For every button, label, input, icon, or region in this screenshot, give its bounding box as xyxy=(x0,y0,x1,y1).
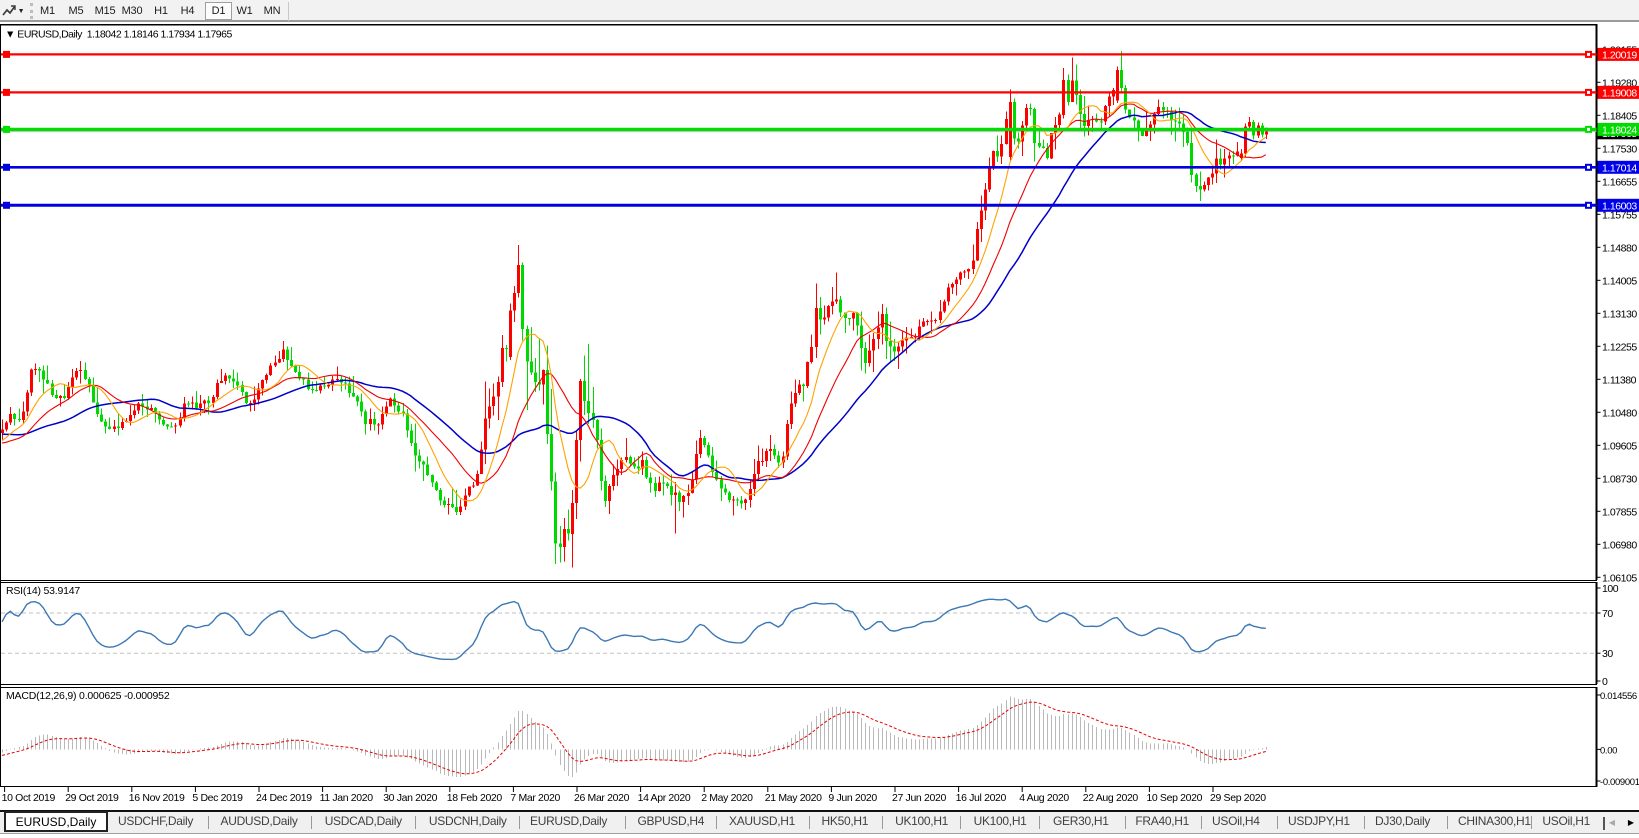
svg-text:100: 100 xyxy=(1602,583,1619,595)
svg-text:10 Oct 2019: 10 Oct 2019 xyxy=(2,792,56,804)
svg-text:29 Oct 2019: 29 Oct 2019 xyxy=(65,792,119,804)
svg-text:11 Jan 2020: 11 Jan 2020 xyxy=(320,792,374,804)
svg-text:1.08730: 1.08730 xyxy=(1602,473,1637,485)
svg-text:1.20019: 1.20019 xyxy=(1602,49,1637,61)
svg-text:MACD(12,26,9) 0.000625 -0.0009: MACD(12,26,9) 0.000625 -0.000952 xyxy=(6,690,170,702)
svg-text:1.06980: 1.06980 xyxy=(1602,539,1637,551)
svg-text:16 Jul 2020: 16 Jul 2020 xyxy=(956,792,1007,804)
svg-text:1.17530: 1.17530 xyxy=(1602,143,1637,155)
svg-text:21 May 2020: 21 May 2020 xyxy=(765,792,822,804)
svg-text:1.06105: 1.06105 xyxy=(1602,572,1637,584)
svg-text:5 Dec 2019: 5 Dec 2019 xyxy=(192,792,243,804)
svg-text:1.14880: 1.14880 xyxy=(1602,242,1637,254)
svg-text:14 Apr 2020: 14 Apr 2020 xyxy=(638,792,691,804)
svg-text:22 Aug 2020: 22 Aug 2020 xyxy=(1083,792,1139,804)
svg-text:1.12255: 1.12255 xyxy=(1602,341,1637,353)
svg-text:1.15755: 1.15755 xyxy=(1602,209,1637,221)
svg-text:1.11380: 1.11380 xyxy=(1602,374,1637,386)
svg-text:16 Nov 2019: 16 Nov 2019 xyxy=(129,792,185,804)
svg-text:RSI(14) 53.9147: RSI(14) 53.9147 xyxy=(6,585,80,597)
svg-text:9 Jun 2020: 9 Jun 2020 xyxy=(828,792,877,804)
svg-text:27 Jun 2020: 27 Jun 2020 xyxy=(892,792,946,804)
svg-text:1.14005: 1.14005 xyxy=(1602,275,1637,287)
svg-text:1.19008: 1.19008 xyxy=(1602,87,1637,99)
svg-text:7 Mar 2020: 7 Mar 2020 xyxy=(510,792,560,804)
svg-text:0.00: 0.00 xyxy=(1600,745,1617,756)
svg-text:70: 70 xyxy=(1602,608,1613,620)
svg-text:1.17014: 1.17014 xyxy=(1602,162,1637,174)
svg-text:30: 30 xyxy=(1602,648,1613,660)
svg-text:▼ EURUSD,Daily 1.18042 1.1814: ▼ EURUSD,Daily 1.18042 1.18146 1.17934 1… xyxy=(5,29,232,41)
svg-text:-0.009001: -0.009001 xyxy=(1600,777,1639,788)
svg-text:1.16003: 1.16003 xyxy=(1602,200,1637,212)
svg-text:1.07855: 1.07855 xyxy=(1602,506,1637,518)
svg-text:1.18024: 1.18024 xyxy=(1602,124,1637,136)
svg-text:1.10480: 1.10480 xyxy=(1602,407,1637,419)
svg-text:10 Sep 2020: 10 Sep 2020 xyxy=(1146,792,1202,804)
svg-text:4 Aug 2020: 4 Aug 2020 xyxy=(1019,792,1069,804)
svg-text:1.18405: 1.18405 xyxy=(1602,110,1637,122)
svg-text:0: 0 xyxy=(1602,676,1608,688)
svg-text:0.014556: 0.014556 xyxy=(1600,691,1637,702)
svg-text:1.09605: 1.09605 xyxy=(1602,440,1637,452)
svg-text:24 Dec 2019: 24 Dec 2019 xyxy=(256,792,312,804)
svg-text:30 Jan 2020: 30 Jan 2020 xyxy=(383,792,437,804)
svg-text:26 Mar 2020: 26 Mar 2020 xyxy=(574,792,630,804)
svg-text:1.13130: 1.13130 xyxy=(1602,308,1637,320)
svg-text:2 May 2020: 2 May 2020 xyxy=(701,792,753,804)
svg-text:1.16655: 1.16655 xyxy=(1602,176,1637,188)
svg-text:18 Feb 2020: 18 Feb 2020 xyxy=(447,792,503,804)
svg-text:29 Sep 2020: 29 Sep 2020 xyxy=(1210,792,1266,804)
